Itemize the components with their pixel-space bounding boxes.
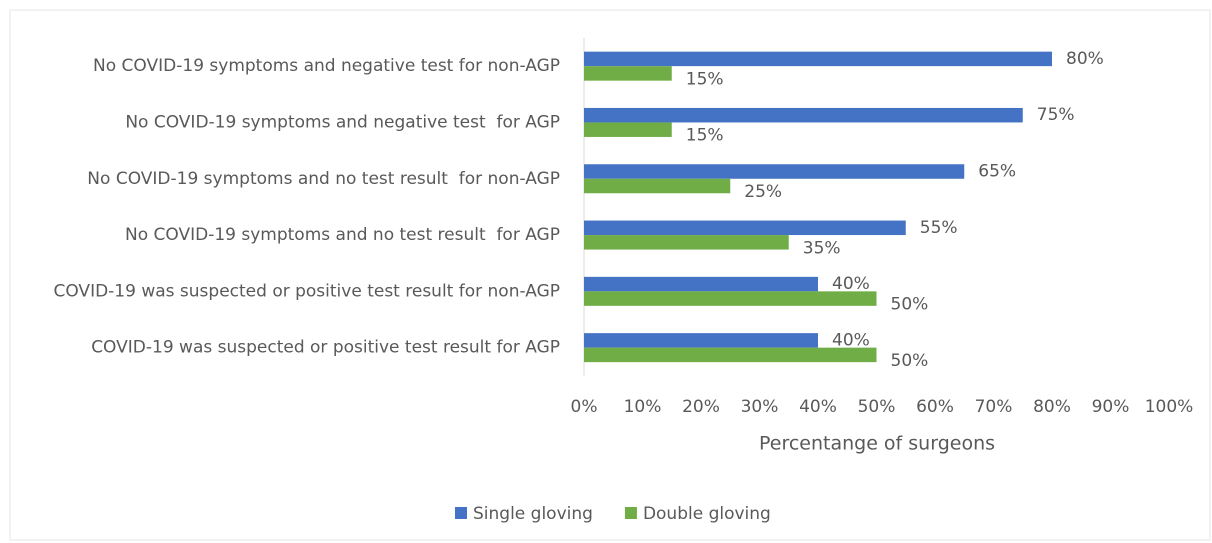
data-label: 15% bbox=[686, 69, 724, 89]
y-tick-label: No COVID-19 symptoms and no test result … bbox=[87, 169, 560, 189]
bar bbox=[584, 347, 877, 363]
x-tick-label: 100% bbox=[1145, 397, 1194, 417]
data-label: 35% bbox=[803, 238, 841, 258]
x-tick-label: 60% bbox=[916, 397, 954, 417]
y-tick-label: No COVID-19 symptoms and negative test f… bbox=[93, 56, 560, 76]
data-label: 50% bbox=[891, 295, 929, 315]
x-tick-label: 30% bbox=[741, 397, 779, 417]
x-tick-label: 0% bbox=[571, 397, 598, 417]
x-axis-title: Percentange of surgeons bbox=[759, 433, 995, 455]
data-label: 55% bbox=[920, 218, 958, 238]
bar bbox=[584, 51, 1052, 67]
chart-border bbox=[9, 9, 1211, 541]
data-label: 25% bbox=[744, 182, 782, 202]
y-tick-label: No COVID-19 symptoms and negative test f… bbox=[125, 112, 560, 132]
bar bbox=[584, 235, 789, 250]
bar bbox=[584, 164, 965, 179]
bar bbox=[584, 66, 672, 81]
y-tick-label: COVID-19 was suspected or positive test … bbox=[91, 338, 560, 358]
x-tick-label: 70% bbox=[975, 397, 1013, 417]
bar bbox=[584, 276, 818, 292]
bar bbox=[584, 122, 672, 137]
x-tick-label: 10% bbox=[624, 397, 662, 417]
y-tick-label: COVID-19 was suspected or positive test … bbox=[53, 281, 560, 301]
data-label: 80% bbox=[1066, 49, 1104, 69]
bar bbox=[584, 178, 731, 194]
legend-swatch bbox=[455, 507, 467, 519]
x-tick-label: 40% bbox=[799, 397, 837, 417]
data-label: 50% bbox=[891, 351, 929, 371]
bar bbox=[584, 333, 818, 348]
legend-label: Double gloving bbox=[643, 504, 771, 524]
data-label: 15% bbox=[686, 126, 724, 146]
y-tick-label: No COVID-19 symptoms and no test result … bbox=[125, 225, 560, 245]
bar bbox=[584, 220, 906, 236]
x-tick-label: 90% bbox=[1092, 397, 1130, 417]
legend-swatch bbox=[624, 507, 637, 519]
bar bbox=[584, 107, 1023, 123]
legend-label: Single gloving bbox=[473, 504, 593, 524]
x-tick-label: 20% bbox=[682, 397, 720, 417]
data-label: 40% bbox=[832, 274, 870, 294]
bar bbox=[584, 291, 877, 306]
data-label: 40% bbox=[832, 330, 870, 350]
data-label: 65% bbox=[978, 162, 1016, 182]
data-label: 75% bbox=[1037, 105, 1075, 125]
x-tick-label: 50% bbox=[858, 397, 896, 417]
x-tick-label: 80% bbox=[1033, 397, 1071, 417]
